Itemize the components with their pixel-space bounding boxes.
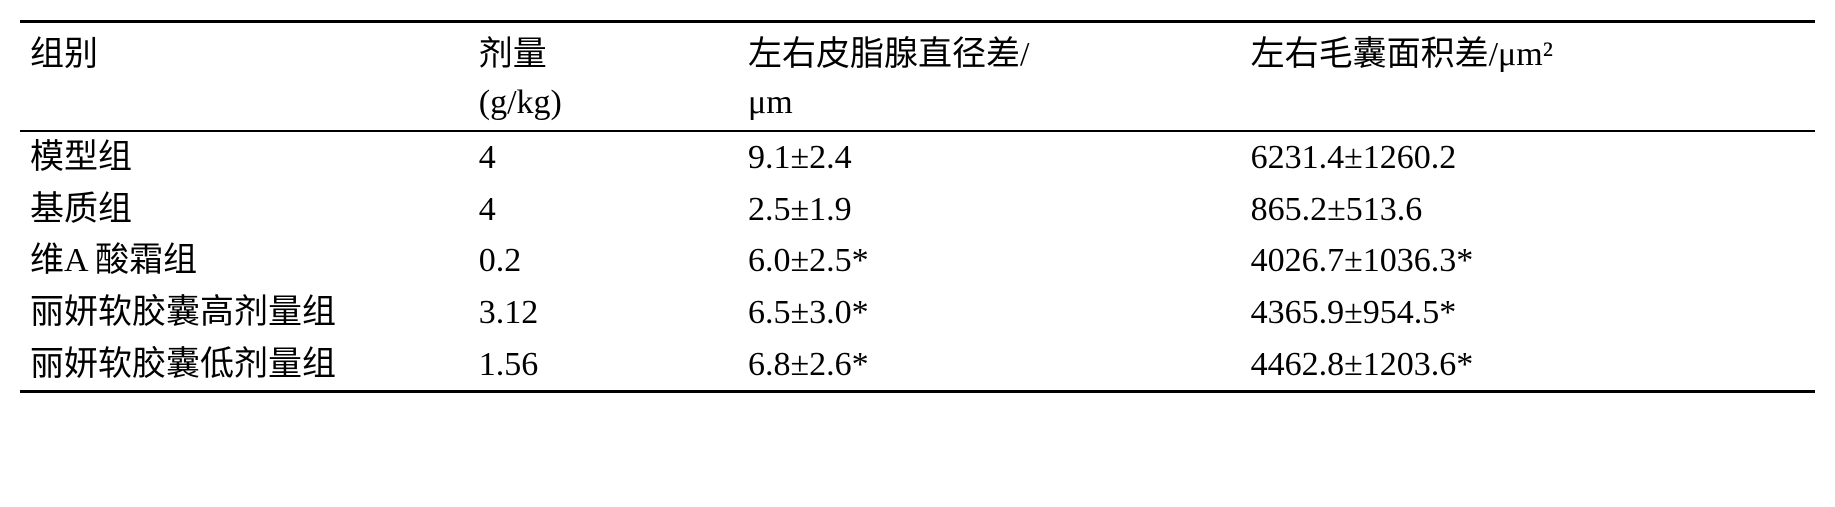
header-diameter-line2: μm: [748, 79, 1231, 127]
cell-diameter: 6.8±2.6*: [738, 339, 1241, 392]
data-table: 组别 剂量 (g/kg) 左右皮脂腺直径差/ μm 左右毛囊面积差/μm² 模型…: [20, 20, 1815, 393]
cell-group: 维A 酸霜组: [20, 235, 469, 287]
cell-dose: 4: [469, 184, 738, 236]
cell-group: 丽妍软胶囊高剂量组: [20, 287, 469, 339]
cell-dose: 1.56: [469, 339, 738, 392]
header-group: 组别: [20, 22, 469, 132]
table-row: 基质组 4 2.5±1.9 865.2±513.6: [20, 184, 1815, 236]
data-table-container: 组别 剂量 (g/kg) 左右皮脂腺直径差/ μm 左右毛囊面积差/μm² 模型…: [20, 20, 1815, 393]
header-row: 组别 剂量 (g/kg) 左右皮脂腺直径差/ μm 左右毛囊面积差/μm²: [20, 22, 1815, 132]
cell-dose: 3.12: [469, 287, 738, 339]
table-header: 组别 剂量 (g/kg) 左右皮脂腺直径差/ μm 左右毛囊面积差/μm²: [20, 22, 1815, 132]
cell-area: 4026.7±1036.3*: [1241, 235, 1815, 287]
header-group-label: 组别: [30, 36, 98, 73]
table-row: 丽妍软胶囊高剂量组 3.12 6.5±3.0* 4365.9±954.5*: [20, 287, 1815, 339]
header-area: 左右毛囊面积差/μm²: [1241, 22, 1815, 132]
header-diameter-line1: 左右皮脂腺直径差/: [748, 31, 1231, 79]
header-dose-line2: (g/kg): [479, 79, 728, 127]
header-diameter: 左右皮脂腺直径差/ μm: [738, 22, 1241, 132]
cell-area: 6231.4±1260.2: [1241, 131, 1815, 184]
cell-dose: 4: [469, 131, 738, 184]
cell-dose: 0.2: [469, 235, 738, 287]
cell-group: 基质组: [20, 184, 469, 236]
table-row: 维A 酸霜组 0.2 6.0±2.5* 4026.7±1036.3*: [20, 235, 1815, 287]
cell-area: 4365.9±954.5*: [1241, 287, 1815, 339]
cell-group: 丽妍软胶囊低剂量组: [20, 339, 469, 392]
cell-diameter: 6.5±3.0*: [738, 287, 1241, 339]
cell-group: 模型组: [20, 131, 469, 184]
header-area-label: 左右毛囊面积差/μm²: [1251, 36, 1553, 73]
cell-area: 865.2±513.6: [1241, 184, 1815, 236]
cell-diameter: 9.1±2.4: [738, 131, 1241, 184]
cell-diameter: 6.0±2.5*: [738, 235, 1241, 287]
cell-area: 4462.8±1203.6*: [1241, 339, 1815, 392]
table-row: 模型组 4 9.1±2.4 6231.4±1260.2: [20, 131, 1815, 184]
header-dose-line1: 剂量: [479, 31, 728, 79]
cell-diameter: 2.5±1.9: [738, 184, 1241, 236]
table-row: 丽妍软胶囊低剂量组 1.56 6.8±2.6* 4462.8±1203.6*: [20, 339, 1815, 392]
table-body: 模型组 4 9.1±2.4 6231.4±1260.2 基质组 4 2.5±1.…: [20, 131, 1815, 391]
header-dose: 剂量 (g/kg): [469, 22, 738, 132]
